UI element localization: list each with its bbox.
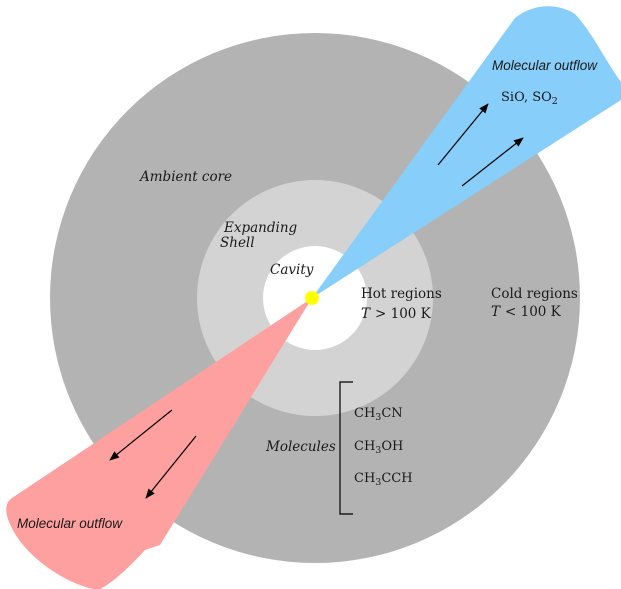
blue-outflow-species: SiO, SO2 [501,90,558,107]
molecule-ch3cch: CH3CCH [354,471,413,488]
hot-regions-label: Hot regions [361,286,442,302]
expanding-shell-label-line1: Expanding [223,220,298,236]
arrow-icon [461,137,524,187]
arrow-icon [109,409,173,461]
arrow-icon [145,435,197,499]
cold-regions-label: Cold regions [491,286,578,302]
molecule-ch3oh: CH3OH [354,439,403,456]
hot-temperature-label: T > 100 K [361,306,432,322]
cavity-label: Cavity [270,262,314,278]
molecule-ch3cn: CH3CN [354,406,403,423]
molecules-title: Molecules [265,439,336,455]
blue-outflow-label: Molecular outflow [492,58,598,73]
red-outflow-cone [6,298,312,589]
red-outflow-label: Molecular outflow [17,516,123,531]
molecules-bracket [339,381,353,515]
ambient-core-label: Ambient core [138,169,232,185]
arrow-icon [437,103,489,166]
blue-outflow-cone [312,6,621,298]
protostar-icon [305,291,319,305]
cold-temperature-label: T < 100 K [491,304,562,320]
expanding-shell-label-line2: Shell [220,235,255,251]
